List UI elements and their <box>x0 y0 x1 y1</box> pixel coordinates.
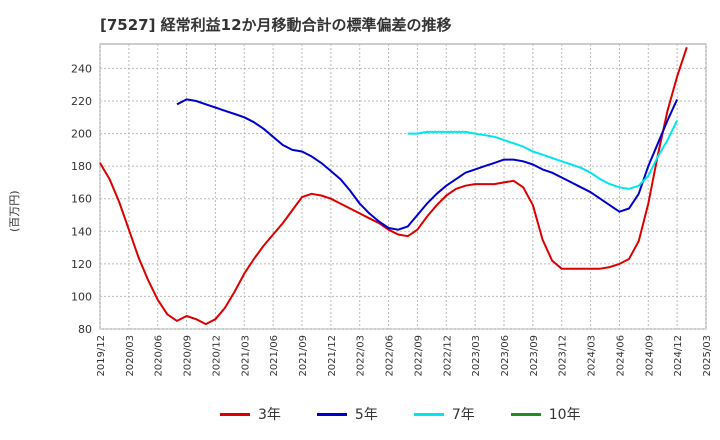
y-tick-label: 120 <box>71 258 92 271</box>
chart-legend: 3年 5年 7年 10年 <box>220 404 581 424</box>
x-tick-label: 2020/12 <box>211 335 222 377</box>
legend-label: 10年 <box>548 407 581 423</box>
y-tick-label: 140 <box>71 225 92 238</box>
x-tick-label: 2025/03 <box>702 335 713 377</box>
x-tick-label: 2021/03 <box>240 335 251 377</box>
x-tick-label: 2020/03 <box>125 335 136 377</box>
x-tick-label: 2020/06 <box>154 335 165 377</box>
legend-swatch <box>510 412 541 416</box>
x-tick-label: 2021/12 <box>327 335 338 377</box>
series-line-3 <box>407 120 678 190</box>
x-tick-label: 2019/12 <box>96 335 107 377</box>
legend-item-1: 3年 <box>220 404 281 424</box>
x-tick-label: 2023/06 <box>500 335 511 377</box>
legend-item-2: 5年 <box>316 404 378 424</box>
x-tick-label: 2022/03 <box>356 335 367 377</box>
legend-label: 7年 <box>451 407 475 423</box>
x-tick-label: 2024/09 <box>644 335 655 377</box>
series-line-1 <box>99 46 688 326</box>
series-line-2 <box>176 98 679 231</box>
chart-title: [7527] 経常利益12か月移動合計の標準偏差の推移 <box>100 16 452 34</box>
legend-item-3: 7年 <box>413 404 475 424</box>
y-tick-label: 160 <box>71 193 92 206</box>
x-tick-label: 2021/09 <box>298 335 309 377</box>
legend-swatch <box>220 412 250 416</box>
x-tick-label: 2023/12 <box>558 335 569 377</box>
plot-area <box>99 43 707 330</box>
legend-item-4: 10年 <box>510 404 581 424</box>
x-tick-label: 2024/12 <box>673 335 684 377</box>
chart-canvas: 80 100 120 140 160 180 200 220 240 2019/12 2020/03… <box>71 43 713 377</box>
legend-label: 5年 <box>354 407 378 423</box>
y-tick-label: 240 <box>71 62 92 75</box>
y-tick-label: 200 <box>71 128 92 141</box>
legend-swatch <box>413 412 444 416</box>
x-tick-label: 2022/09 <box>413 335 424 377</box>
y-tick-label: 180 <box>71 160 92 173</box>
x-tick-label: 2022/06 <box>385 335 396 377</box>
x-tick-label: 2020/09 <box>183 335 194 377</box>
y-tick-label: 220 <box>71 95 92 108</box>
y-tick-label: 100 <box>71 290 92 303</box>
legend-swatch <box>316 412 347 416</box>
y-tick-label: 80 <box>78 323 92 336</box>
legend-label: 3年 <box>258 407 281 423</box>
x-tick-label: 2024/03 <box>587 335 598 377</box>
x-tick-label: 2021/06 <box>269 335 280 377</box>
x-tick-label: 2023/03 <box>471 335 482 377</box>
x-tick-label: 2023/09 <box>529 335 540 377</box>
x-tick-label: 2024/06 <box>615 335 626 377</box>
x-tick-label: 2022/12 <box>442 335 453 377</box>
